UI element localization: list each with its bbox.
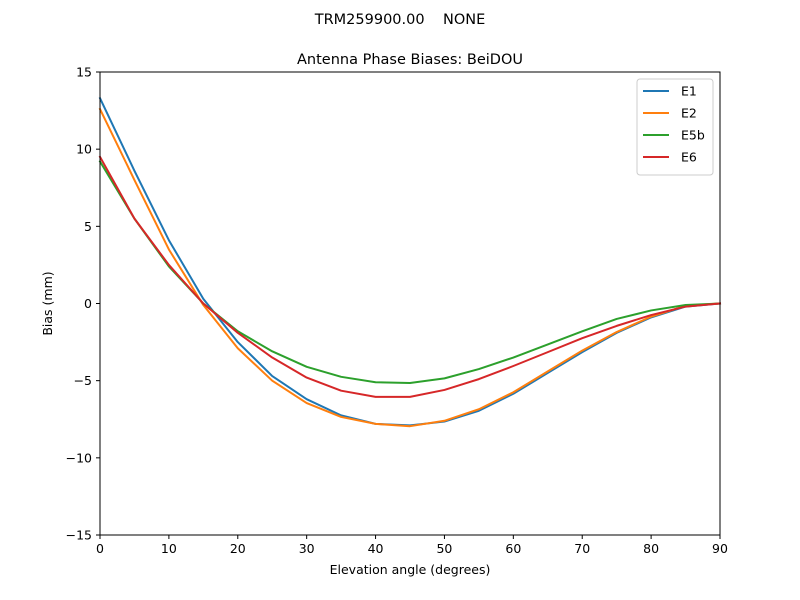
y-tick-label: −15 <box>66 528 92 543</box>
x-tick-label: 90 <box>712 541 728 556</box>
x-tick-label: 0 <box>96 541 104 556</box>
chart-title: Antenna Phase Biases: BeiDOU <box>297 52 523 68</box>
plot-frame <box>99 71 721 536</box>
x-axis-label: Elevation angle (degrees) <box>330 562 491 577</box>
x-tick-label: 80 <box>643 541 659 556</box>
series-line-e1 <box>98 96 722 427</box>
legend-label: E1 <box>681 84 697 99</box>
y-tick-label: 0 <box>84 296 92 311</box>
chart-suptitle: TRM259900.00 NONE <box>314 12 486 28</box>
legend-label: E2 <box>681 106 697 121</box>
axis-ticks: 0 10 20 30 40 50 60 70 80 90 −15 −10 −5 0 5 10 15 <box>66 65 728 557</box>
series-lines <box>98 96 722 428</box>
x-tick-label: 10 <box>161 541 177 556</box>
x-tick-label: 50 <box>436 541 452 556</box>
y-tick-label: −10 <box>66 450 92 465</box>
x-tick-label: 70 <box>574 541 590 556</box>
legend-label: E5b <box>681 128 705 143</box>
legend: E1 E2 E5b E6 <box>636 78 714 176</box>
x-tick-label: 40 <box>368 541 384 556</box>
y-axis-label: Bias (mm) <box>40 271 55 335</box>
x-tick-label: 20 <box>230 541 246 556</box>
y-tick-label: 15 <box>76 65 92 80</box>
y-tick-label: 10 <box>76 142 92 157</box>
legend-box <box>636 78 714 176</box>
x-tick-label: 30 <box>299 541 315 556</box>
x-tick-label: 60 <box>505 541 521 556</box>
series-line-e6 <box>98 155 722 398</box>
series-line-e2 <box>98 107 722 428</box>
legend-label: E6 <box>681 150 697 165</box>
y-tick-label: −5 <box>74 373 92 388</box>
series-line-e5b <box>98 160 722 384</box>
y-tick-label: 5 <box>84 219 92 234</box>
